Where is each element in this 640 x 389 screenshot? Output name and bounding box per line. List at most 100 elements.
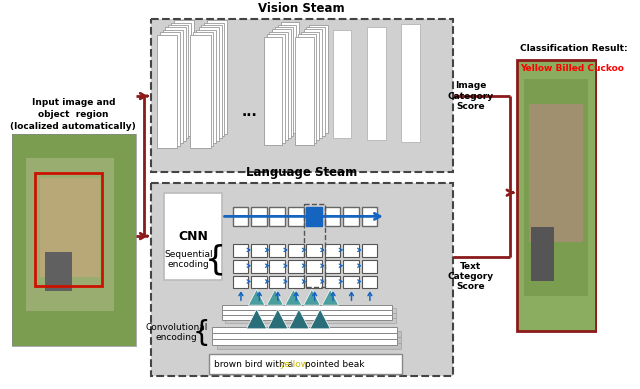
- FancyBboxPatch shape: [269, 207, 285, 226]
- FancyBboxPatch shape: [171, 23, 191, 136]
- FancyBboxPatch shape: [12, 133, 136, 345]
- FancyBboxPatch shape: [221, 315, 392, 320]
- FancyBboxPatch shape: [207, 20, 227, 133]
- FancyBboxPatch shape: [225, 308, 396, 313]
- FancyBboxPatch shape: [193, 32, 213, 146]
- FancyBboxPatch shape: [198, 28, 219, 141]
- Text: yellow: yellow: [280, 360, 308, 369]
- FancyBboxPatch shape: [288, 275, 303, 288]
- FancyBboxPatch shape: [251, 275, 267, 288]
- Text: {: {: [205, 243, 226, 276]
- FancyBboxPatch shape: [233, 244, 248, 257]
- FancyBboxPatch shape: [209, 354, 402, 374]
- FancyBboxPatch shape: [272, 30, 291, 138]
- FancyBboxPatch shape: [333, 30, 351, 138]
- FancyBboxPatch shape: [275, 27, 294, 135]
- FancyBboxPatch shape: [204, 23, 225, 136]
- FancyBboxPatch shape: [163, 30, 183, 144]
- FancyBboxPatch shape: [233, 275, 248, 288]
- FancyBboxPatch shape: [524, 79, 588, 296]
- FancyBboxPatch shape: [164, 193, 221, 280]
- FancyBboxPatch shape: [307, 260, 322, 273]
- Text: Classification Result:: Classification Result:: [520, 44, 628, 53]
- FancyBboxPatch shape: [269, 260, 285, 273]
- FancyBboxPatch shape: [307, 27, 324, 135]
- FancyBboxPatch shape: [343, 275, 359, 288]
- Text: Vision Steam: Vision Steam: [259, 2, 345, 15]
- FancyBboxPatch shape: [225, 313, 396, 318]
- FancyBboxPatch shape: [278, 25, 296, 133]
- FancyBboxPatch shape: [221, 305, 392, 310]
- FancyBboxPatch shape: [531, 227, 554, 282]
- Text: pointed beak: pointed beak: [301, 360, 364, 369]
- FancyBboxPatch shape: [269, 244, 285, 257]
- FancyBboxPatch shape: [196, 30, 216, 144]
- FancyBboxPatch shape: [529, 104, 583, 242]
- FancyBboxPatch shape: [303, 30, 322, 138]
- Text: Language Steam: Language Steam: [246, 166, 357, 179]
- FancyBboxPatch shape: [343, 244, 359, 257]
- FancyBboxPatch shape: [362, 260, 378, 273]
- FancyBboxPatch shape: [298, 34, 317, 143]
- FancyBboxPatch shape: [150, 183, 453, 376]
- FancyBboxPatch shape: [307, 244, 322, 257]
- FancyBboxPatch shape: [26, 158, 114, 311]
- FancyBboxPatch shape: [264, 37, 282, 145]
- FancyBboxPatch shape: [217, 331, 401, 337]
- Polygon shape: [268, 309, 288, 329]
- FancyBboxPatch shape: [12, 133, 136, 345]
- FancyBboxPatch shape: [288, 207, 303, 226]
- Polygon shape: [322, 289, 339, 305]
- FancyBboxPatch shape: [367, 27, 385, 140]
- FancyBboxPatch shape: [269, 275, 285, 288]
- Text: Text
Category
Score: Text Category Score: [447, 262, 493, 291]
- FancyBboxPatch shape: [280, 22, 299, 131]
- FancyBboxPatch shape: [362, 207, 378, 226]
- FancyBboxPatch shape: [190, 35, 211, 148]
- FancyBboxPatch shape: [267, 34, 285, 143]
- Polygon shape: [246, 309, 267, 329]
- FancyBboxPatch shape: [307, 275, 322, 288]
- FancyBboxPatch shape: [251, 260, 267, 273]
- FancyBboxPatch shape: [157, 35, 177, 148]
- FancyBboxPatch shape: [269, 32, 288, 140]
- FancyBboxPatch shape: [288, 260, 303, 273]
- FancyBboxPatch shape: [212, 327, 397, 333]
- Polygon shape: [285, 289, 301, 305]
- FancyBboxPatch shape: [233, 260, 248, 273]
- Polygon shape: [289, 309, 309, 329]
- FancyBboxPatch shape: [324, 207, 340, 226]
- FancyBboxPatch shape: [362, 244, 378, 257]
- Text: CNN: CNN: [178, 230, 208, 243]
- Text: Yellow Billed Cuckoo: Yellow Billed Cuckoo: [520, 65, 624, 74]
- FancyBboxPatch shape: [168, 25, 188, 138]
- Text: Convolutional
encoding: Convolutional encoding: [145, 323, 207, 342]
- FancyBboxPatch shape: [221, 310, 392, 315]
- Polygon shape: [248, 289, 265, 305]
- Polygon shape: [267, 289, 284, 305]
- FancyBboxPatch shape: [40, 178, 100, 277]
- FancyBboxPatch shape: [45, 252, 72, 291]
- FancyBboxPatch shape: [150, 19, 453, 172]
- FancyBboxPatch shape: [251, 244, 267, 257]
- FancyBboxPatch shape: [160, 32, 180, 146]
- FancyBboxPatch shape: [343, 260, 359, 273]
- FancyBboxPatch shape: [301, 32, 319, 140]
- FancyBboxPatch shape: [324, 260, 340, 273]
- FancyBboxPatch shape: [324, 275, 340, 288]
- FancyBboxPatch shape: [217, 343, 401, 349]
- FancyBboxPatch shape: [309, 25, 328, 133]
- Text: ···: ···: [241, 109, 257, 123]
- Text: Image
Category
Score: Image Category Score: [447, 81, 493, 111]
- FancyBboxPatch shape: [225, 318, 396, 323]
- FancyBboxPatch shape: [362, 275, 378, 288]
- Text: brown bird with a: brown bird with a: [214, 360, 296, 369]
- FancyBboxPatch shape: [233, 207, 248, 226]
- FancyBboxPatch shape: [307, 207, 322, 226]
- Polygon shape: [303, 289, 320, 305]
- FancyBboxPatch shape: [295, 37, 314, 145]
- FancyBboxPatch shape: [343, 207, 359, 226]
- FancyBboxPatch shape: [517, 60, 596, 331]
- FancyBboxPatch shape: [165, 28, 186, 141]
- FancyBboxPatch shape: [202, 25, 221, 138]
